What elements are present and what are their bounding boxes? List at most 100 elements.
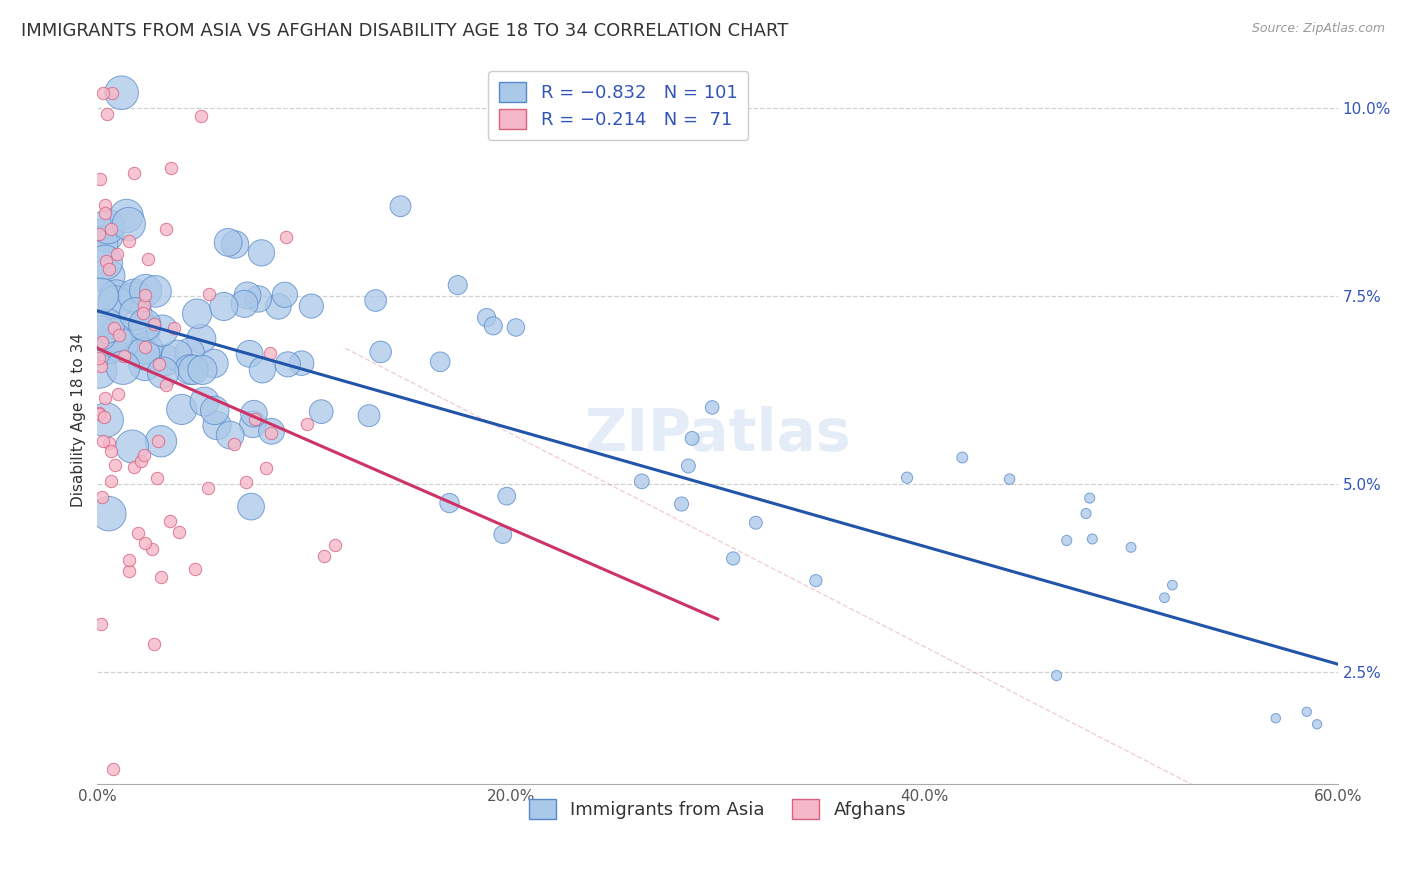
Point — [745, 516, 768, 530]
Point — [122, 460, 145, 475]
Point — [233, 297, 256, 311]
Point — [505, 320, 527, 334]
Point — [91, 434, 114, 448]
Point — [160, 161, 183, 175]
Point — [242, 417, 264, 432]
Point — [100, 221, 122, 235]
Point — [163, 320, 186, 334]
Text: Source: ZipAtlas.com: Source: ZipAtlas.com — [1251, 22, 1385, 36]
Point — [155, 377, 177, 392]
Point — [118, 217, 141, 231]
Point — [193, 394, 215, 409]
Point — [274, 229, 297, 244]
Point — [239, 347, 262, 361]
Point — [155, 353, 177, 368]
Point — [1078, 491, 1101, 505]
Point — [118, 235, 141, 249]
Y-axis label: Disability Age 18 to 34: Disability Age 18 to 34 — [72, 333, 86, 507]
Point — [103, 321, 125, 335]
Point — [132, 306, 155, 320]
Point — [721, 551, 744, 566]
Point — [90, 617, 112, 632]
Point — [291, 356, 314, 370]
Point — [169, 524, 191, 539]
Point — [134, 340, 156, 354]
Point — [439, 496, 461, 510]
Point — [132, 448, 155, 462]
Point — [148, 357, 170, 371]
Point — [1074, 507, 1097, 521]
Point — [205, 418, 228, 433]
Point — [89, 236, 111, 251]
Point — [243, 412, 266, 426]
Point — [91, 335, 114, 350]
Point — [105, 290, 128, 304]
Point — [183, 562, 205, 576]
Point — [150, 324, 173, 338]
Point — [100, 444, 122, 458]
Point — [127, 526, 149, 541]
Point — [91, 86, 114, 100]
Point — [702, 401, 724, 415]
Point — [236, 288, 259, 302]
Text: IMMIGRANTS FROM ASIA VS AFGHAN DISABILITY AGE 18 TO 34 CORRELATION CHART: IMMIGRANTS FROM ASIA VS AFGHAN DISABILIT… — [21, 22, 789, 40]
Point — [134, 536, 156, 550]
Point — [370, 344, 392, 359]
Point — [492, 527, 515, 541]
Point — [89, 227, 111, 241]
Point — [1119, 541, 1142, 555]
Point — [89, 406, 111, 420]
Point — [198, 287, 221, 301]
Point — [217, 235, 239, 250]
Point — [681, 431, 703, 445]
Point — [166, 348, 188, 362]
Point — [323, 538, 346, 552]
Point — [104, 295, 127, 310]
Point — [134, 358, 156, 372]
Point — [94, 206, 117, 220]
Point — [94, 227, 117, 242]
Point — [260, 426, 283, 441]
Point — [94, 198, 117, 212]
Point — [91, 490, 114, 504]
Point — [950, 450, 973, 465]
Point — [115, 209, 138, 223]
Point — [254, 461, 277, 475]
Point — [118, 564, 141, 578]
Point — [259, 346, 281, 360]
Point — [295, 417, 318, 432]
Point — [1045, 668, 1067, 682]
Point — [896, 471, 918, 485]
Point — [314, 549, 336, 564]
Point — [247, 292, 270, 306]
Point — [1264, 711, 1286, 725]
Point — [309, 404, 332, 418]
Point — [118, 553, 141, 567]
Point — [224, 436, 246, 450]
Point — [129, 453, 152, 467]
Point — [90, 359, 112, 373]
Point — [190, 332, 212, 346]
Point — [197, 481, 219, 495]
Point — [145, 285, 167, 299]
Point — [146, 434, 169, 448]
Point — [191, 363, 214, 377]
Point — [121, 440, 143, 454]
Point — [274, 287, 297, 301]
Point — [89, 171, 111, 186]
Point — [110, 86, 132, 100]
Point — [111, 360, 134, 375]
Point — [212, 300, 235, 314]
Point — [89, 326, 111, 341]
Point — [475, 310, 498, 325]
Point — [134, 287, 156, 301]
Point — [135, 341, 157, 355]
Point — [998, 472, 1021, 486]
Point — [179, 346, 201, 360]
Point — [267, 300, 290, 314]
Point — [94, 391, 117, 405]
Point — [100, 86, 122, 100]
Point — [146, 471, 169, 485]
Legend: Immigrants from Asia, Afghans: Immigrants from Asia, Afghans — [522, 792, 914, 827]
Point — [132, 347, 155, 361]
